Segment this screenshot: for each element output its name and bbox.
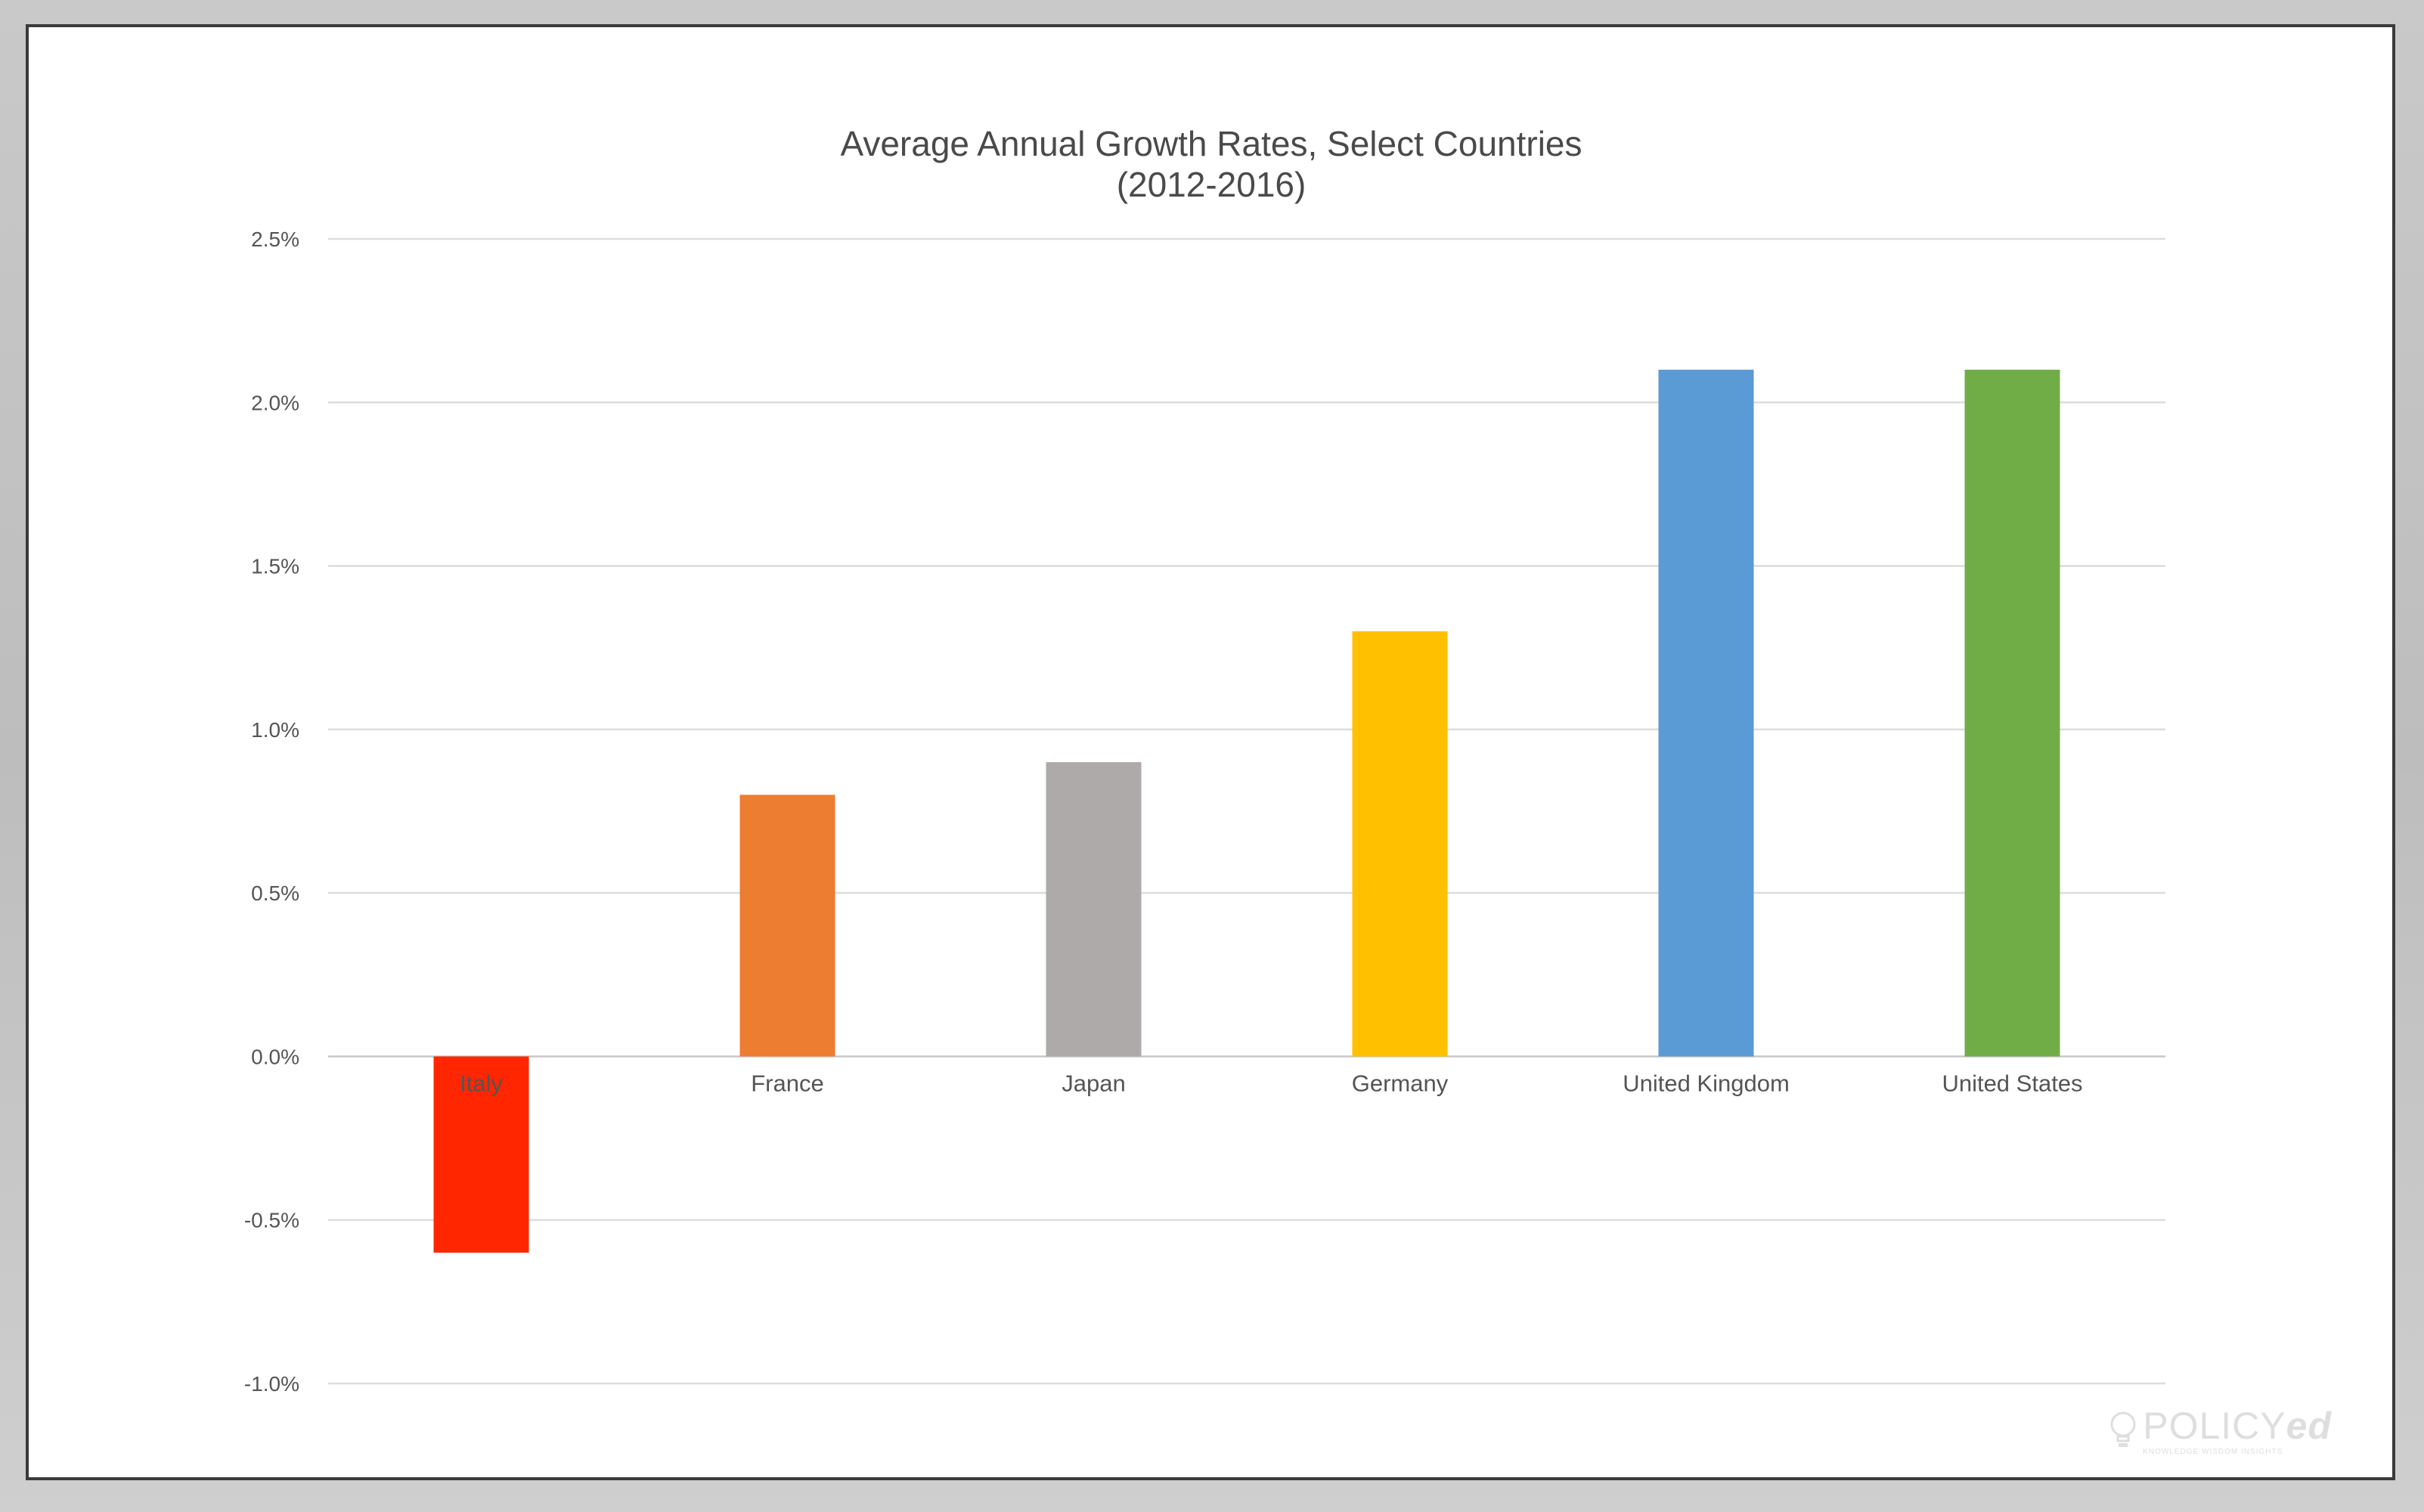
logo-text: POLICYed <box>2143 1404 2332 1448</box>
y-tick-label: 1.0% <box>251 718 299 742</box>
x-axis-ticks: Italy France Japan Germany United Kingdom Uni… <box>460 1070 2082 1096</box>
gridlines <box>328 237 2165 1385</box>
logo-main: POLICY <box>2143 1405 2286 1447</box>
chart-title: Average Annual Growth Rates, Select Coun… <box>840 124 1582 163</box>
y-tick-label: 1.5% <box>251 555 299 578</box>
bars <box>433 370 2060 1253</box>
y-tick-label: 0.5% <box>251 881 299 905</box>
y-tick-label: 2.0% <box>251 391 299 414</box>
y-tick-label: -1.0% <box>244 1372 299 1396</box>
logo-tagline: KNOWLEDGE WISDOM INSIGHTS <box>2143 1448 2283 1456</box>
x-tick-label: United States <box>1942 1070 2082 1096</box>
bar <box>1658 370 1754 1057</box>
bar <box>1964 370 2060 1057</box>
x-tick-label: France <box>751 1070 823 1096</box>
x-tick-label: Japan <box>1062 1070 1125 1096</box>
chart-subtitle: (2012-2016) <box>1117 165 1307 204</box>
y-tick-label: -0.5% <box>244 1209 299 1232</box>
policyed-logo: POLICYed KNOWLEDGE WISDOM INSIGHTS <box>2108 1404 2332 1456</box>
x-tick-label: United Kingdom <box>1623 1070 1790 1096</box>
x-tick-label: Germany <box>1352 1070 1449 1096</box>
y-axis-ticks: 2.5% 2.0% 1.5% 1.0% 0.5% 0.0% -0.5% -1.0% <box>244 228 299 1396</box>
chart-frame: Average Annual Growth Rates, Select Coun… <box>26 24 2395 1480</box>
bar <box>1352 631 1448 1057</box>
x-tick-label: Italy <box>460 1070 503 1096</box>
bar <box>433 1056 529 1253</box>
bar <box>1046 762 1142 1057</box>
y-tick-label: 0.0% <box>251 1045 299 1068</box>
lightbulb-icon <box>2110 1411 2136 1447</box>
bar-chart: Average Annual Growth Rates, Select Coun… <box>244 124 2165 1396</box>
logo-accent: ed <box>2286 1405 2332 1447</box>
bar <box>739 795 835 1057</box>
y-tick-label: 2.5% <box>251 228 299 251</box>
